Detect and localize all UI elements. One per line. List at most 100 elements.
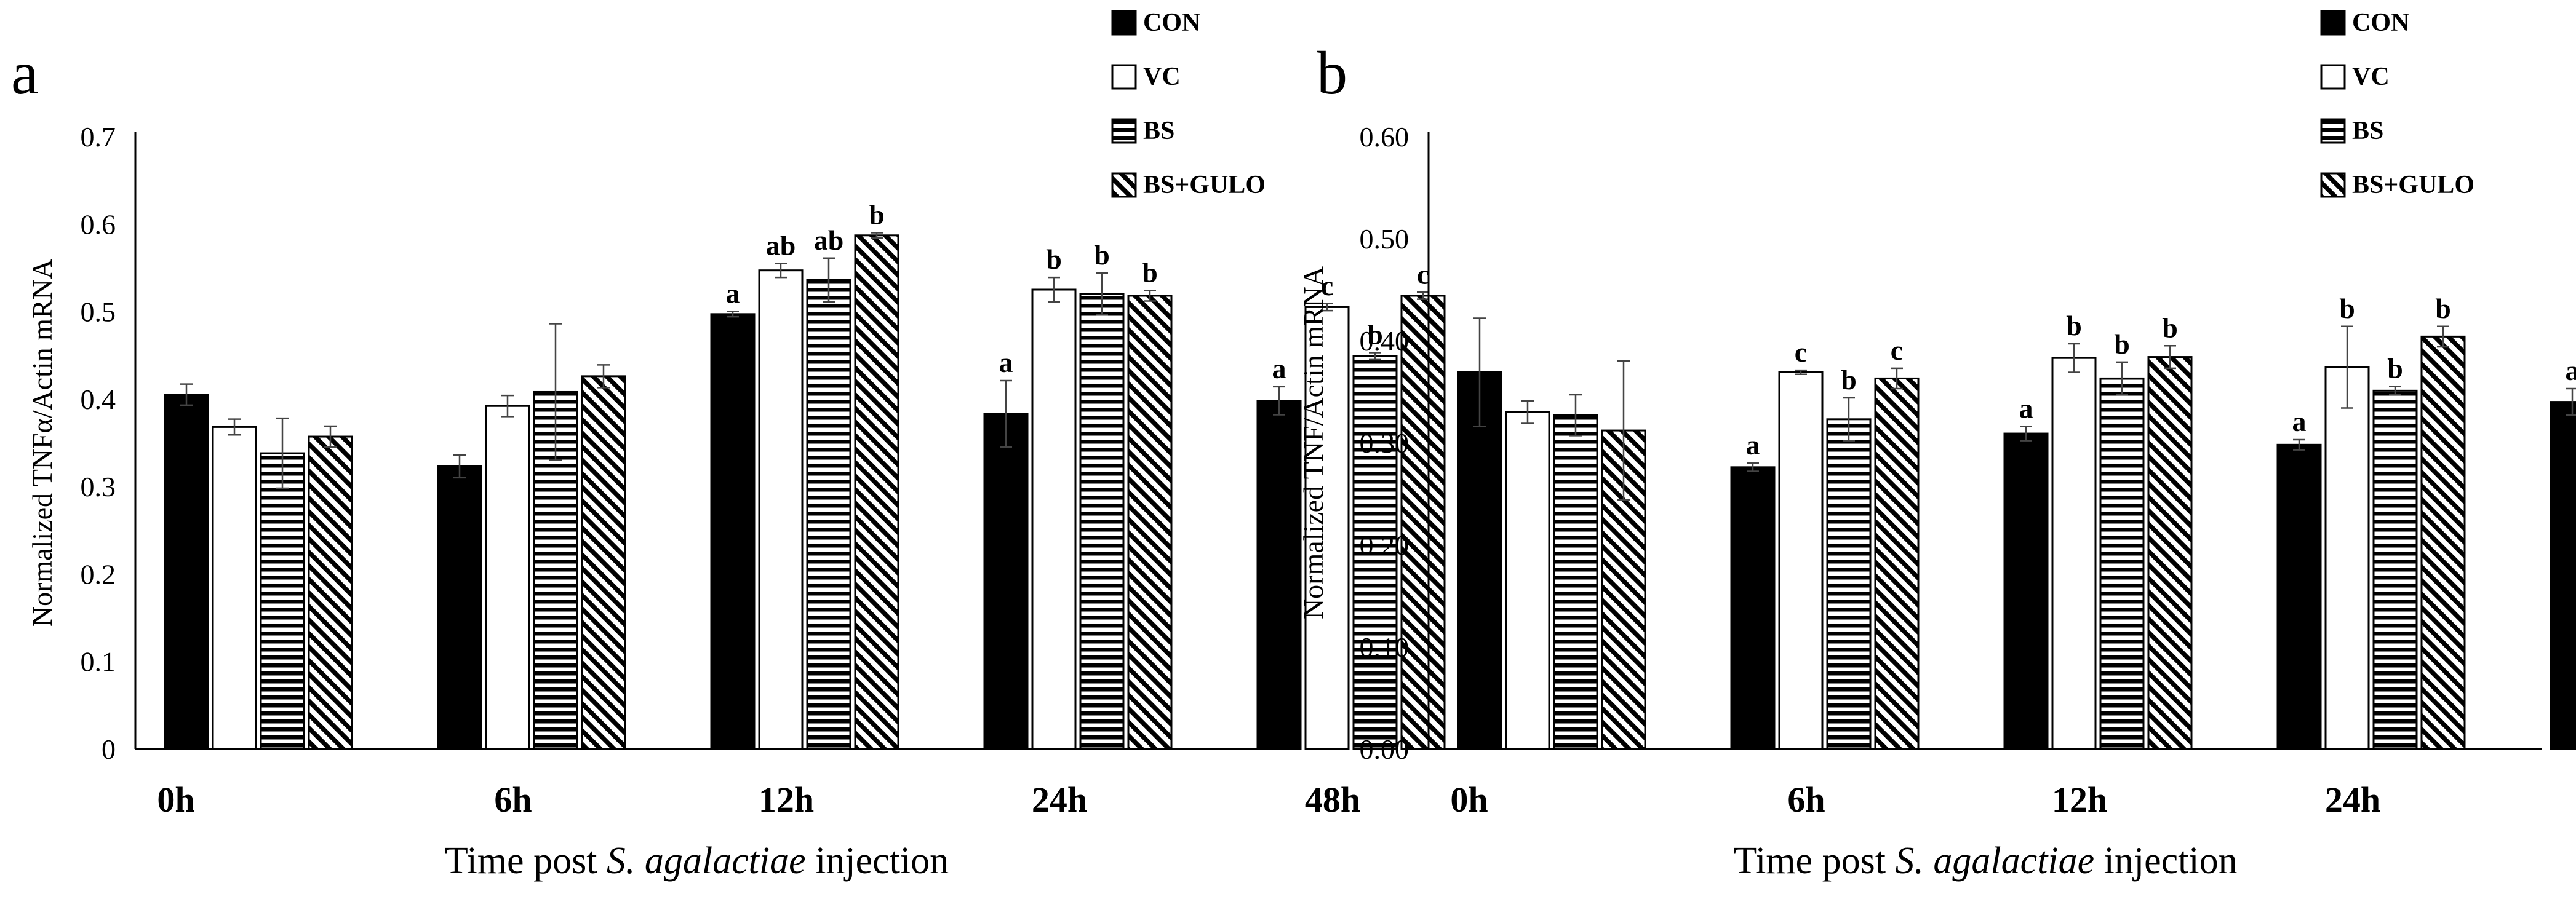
panel-b-y-tick-label: 0.60 xyxy=(1360,121,1410,152)
x-title-suffix: injection xyxy=(2094,840,2237,882)
panel-b-bar-con-48h xyxy=(2550,401,2576,750)
panel-a-significance-letter: b xyxy=(1142,256,1158,288)
panel-b-bar-vc-0h xyxy=(1505,411,1550,750)
panel-a-bar-bs-gulo-12h xyxy=(854,234,899,750)
panel-a-significance-letter: a xyxy=(999,347,1013,378)
panel-b-legend-label-vc: VC xyxy=(2352,63,2390,91)
panel-a-legend-swatch-con xyxy=(1111,10,1137,36)
panel-a-x-axis-title: Time post S. agalactiae injection xyxy=(445,840,949,882)
panel-b-x-tick-label: 0h xyxy=(1450,780,1488,820)
panel-a-y-axis-title: Normalized TNFα/Actin mRNA xyxy=(26,259,58,627)
panel-a-legend-label-bs-gulo: BS+GULO xyxy=(1143,171,1266,199)
panel-b-y-tick-label: 0.50 xyxy=(1360,223,1410,255)
panel-b-y-tick-label: 0.20 xyxy=(1360,529,1410,561)
panel-a-bar-vc-48h xyxy=(1304,306,1350,750)
panel-b-significance-letter: b xyxy=(2435,293,2451,324)
panel-b-significance-letter: a xyxy=(2019,392,2033,424)
panel-a-significance-letter: b xyxy=(869,199,885,231)
x-title-prefix: Time post xyxy=(445,840,607,882)
panel-b-significance-letter: b xyxy=(2114,328,2130,360)
panel-a-bar-con-12h xyxy=(710,313,756,750)
panel-a-x-tick-label: 24h xyxy=(1032,780,1087,820)
panel-b-bar-bs-6h xyxy=(1826,418,1872,750)
panel-b-significance-letter: b xyxy=(2387,353,2403,384)
panel-b-label: b xyxy=(1317,39,1347,107)
x-title-italic: S. agalactiae xyxy=(1895,840,2094,882)
panel-a-y-tick-label: 0.6 xyxy=(81,208,116,240)
panel-b-bar-con-0h xyxy=(1457,371,1502,750)
panel-a-bar-bs-gulo-6h xyxy=(581,375,626,750)
panel-a-bar-bs-0h xyxy=(260,452,305,750)
panel-a-bar-vc-24h xyxy=(1031,288,1077,750)
panel-a-bar-vc-6h xyxy=(485,405,530,750)
panel-a-significance-letter: b xyxy=(1094,239,1110,271)
panel-a-y-tick-label: 0.7 xyxy=(81,121,116,152)
panel-a-y-tick-label: 0.4 xyxy=(81,384,116,415)
panel-a-significance-letter: b xyxy=(1367,319,1383,350)
panel-a-bar-bs-gulo-48h xyxy=(1400,295,1446,750)
x-title-suffix: injection xyxy=(806,840,949,882)
panel-b-bar-vc-12h xyxy=(2051,357,2097,750)
panel-a-legend-label-vc: VC xyxy=(1143,63,1181,91)
panel-a-bar-bs-gulo-0h xyxy=(308,435,353,750)
panel-a-x-tick-label: 6h xyxy=(494,780,532,820)
panel-a-significance-letter: c xyxy=(1321,270,1333,301)
panel-a-x-tick-label: 0h xyxy=(157,780,194,820)
panel-a-legend-swatch-bs xyxy=(1111,118,1137,144)
panel-b-bar-con-24h xyxy=(2276,443,2322,750)
panel-b-chart: b 0.00 0.10 0.20 0.30 0.40 0.50 0.60 Normalized … xyxy=(1298,9,2576,882)
panel-b-significance-letter: a xyxy=(2292,406,2307,437)
panel-b-significance-letter: c xyxy=(1891,335,1903,366)
panel-b-legend-swatch-bs xyxy=(2320,118,2346,144)
panel-a-legend-label-bs: BS xyxy=(1143,117,1174,145)
panel-b-bar-bs-12h xyxy=(2099,377,2145,750)
panel-b-y-tick-label: 0.10 xyxy=(1360,632,1410,663)
panel-b-y-axis-title: Normalized TNF/Actin mRNA xyxy=(1298,266,1329,619)
panel-b-x-tick-label: 6h xyxy=(1787,780,1825,820)
panel-a-bar-con-0h xyxy=(164,394,209,750)
panel-b-legend-label-bs-gulo: BS+GULO xyxy=(2352,171,2474,199)
panel-a-y-tick-label: 0.5 xyxy=(81,296,116,328)
panel-b-significance-letter: b xyxy=(2162,312,2178,343)
panel-a-bar-con-6h xyxy=(437,465,482,750)
panel-a-label: a xyxy=(11,39,38,107)
panel-b-significance-letter: b xyxy=(1841,364,1857,395)
panel-a-x-tick-label: 12h xyxy=(759,780,814,820)
panel-a-bar-bs-gulo-24h xyxy=(1127,295,1173,750)
panel-b-x-tick-label: 24h xyxy=(2325,780,2380,820)
panel-b-legend-label-bs: BS xyxy=(2352,117,2383,145)
panel-a-bar-bs-24h xyxy=(1079,293,1125,750)
panel-a-y-tick-label: 0.2 xyxy=(81,558,116,590)
panel-b-bar-vc-24h xyxy=(2324,366,2370,750)
panel-a-bar-bs-12h xyxy=(806,279,851,750)
panel-b-bar-bs-gulo-6h xyxy=(1874,377,1920,750)
x-title-prefix: Time post xyxy=(1733,840,1895,882)
panel-a-legend-label-con: CON xyxy=(1143,9,1200,37)
panel-a-significance-letter: a xyxy=(726,278,740,309)
panel-b-legend-label-con: CON xyxy=(2352,9,2409,37)
panel-b-bar-con-12h xyxy=(2003,432,2049,750)
panel-a-y-tick-label: 0 xyxy=(102,734,116,765)
panel-b-significance-letter: b xyxy=(2339,293,2355,324)
panel-b-legend-swatch-con xyxy=(2320,10,2346,36)
panel-b-legend-swatch-vc xyxy=(2320,64,2346,90)
panel-b-bar-bs-gulo-12h xyxy=(2147,356,2193,750)
panel-a-y-tick-label: 0.3 xyxy=(81,471,116,502)
panel-b-bar-con-6h xyxy=(1730,466,1776,750)
panel-a-significance-letter: ab xyxy=(766,229,796,261)
panel-b-significance-letter: a xyxy=(1746,429,1760,461)
panel-a-significance-letter: a xyxy=(1272,353,1286,384)
panel-a-bar-con-48h xyxy=(1256,400,1302,750)
panel-a-bar-vc-12h xyxy=(758,269,804,750)
panel-a-bar-vc-0h xyxy=(212,426,257,750)
panel-b-bar-bs-gulo-24h xyxy=(2420,335,2466,750)
panel-b-bar-vc-6h xyxy=(1778,371,1824,750)
x-title-italic: S. agalactiae xyxy=(607,840,806,882)
panel-b-y-tick-label: 0.00 xyxy=(1360,734,1410,765)
panel-b-x-tick-label: 12h xyxy=(2052,780,2107,820)
panel-a-significance-letter: c xyxy=(1417,258,1429,290)
panel-a-significance-letter: b xyxy=(1046,244,1062,275)
panel-a-legend-swatch-vc xyxy=(1111,64,1137,90)
panel-a-significance-letter: ab xyxy=(814,224,844,256)
